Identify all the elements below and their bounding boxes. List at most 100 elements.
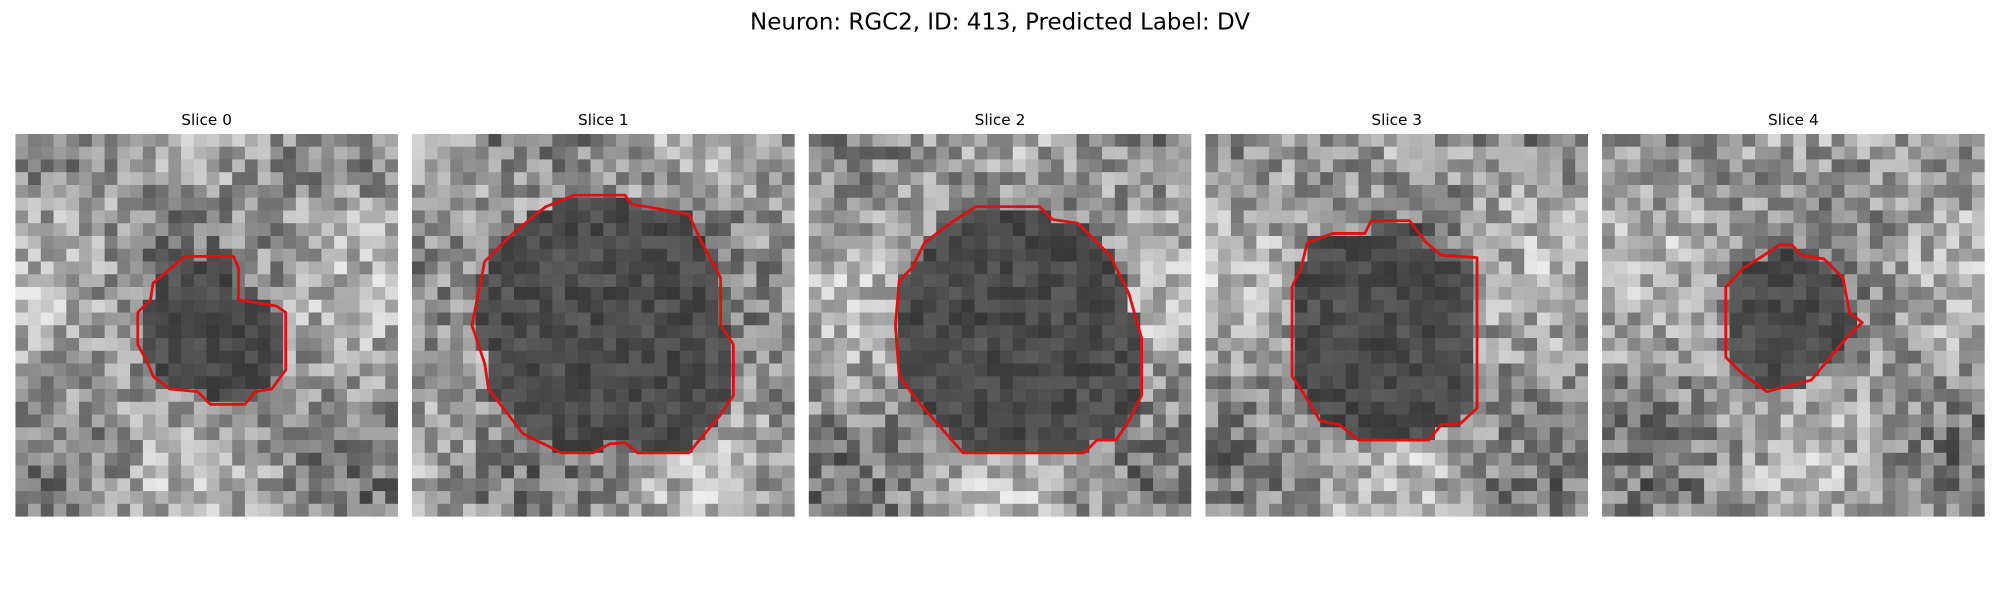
pixel bbox=[910, 363, 924, 377]
pixel bbox=[1000, 427, 1014, 441]
pixel bbox=[1767, 261, 1781, 275]
pixel bbox=[193, 312, 208, 326]
pixel bbox=[616, 197, 630, 211]
pixel bbox=[1332, 146, 1347, 160]
pixel bbox=[1178, 503, 1192, 517]
pixel bbox=[1640, 159, 1654, 173]
pixel bbox=[552, 465, 566, 479]
pixel bbox=[219, 197, 233, 211]
pixel bbox=[756, 503, 770, 517]
pixel bbox=[1396, 389, 1410, 403]
pixel bbox=[168, 503, 182, 517]
pixel bbox=[1473, 197, 1487, 211]
pixel bbox=[1780, 414, 1794, 428]
pixel bbox=[308, 363, 322, 377]
pixel bbox=[1012, 389, 1026, 403]
pixel bbox=[1920, 401, 1935, 415]
pixel bbox=[1549, 184, 1563, 199]
pixel bbox=[846, 363, 861, 377]
pixel bbox=[1089, 286, 1103, 301]
pixel bbox=[1498, 210, 1512, 224]
pixel bbox=[514, 312, 528, 326]
pixel bbox=[1422, 350, 1436, 364]
pixel bbox=[1806, 210, 1820, 224]
pixel bbox=[193, 172, 208, 186]
pixel bbox=[1869, 389, 1884, 403]
pixel bbox=[1971, 159, 1985, 173]
pixel bbox=[117, 427, 131, 441]
pixel bbox=[1831, 401, 1845, 415]
pixel bbox=[117, 223, 131, 237]
pixel bbox=[437, 286, 451, 301]
pixel bbox=[79, 210, 93, 224]
pixel bbox=[1345, 414, 1359, 428]
pixel bbox=[1294, 223, 1308, 237]
pixel bbox=[1524, 146, 1538, 160]
pixel bbox=[641, 503, 655, 517]
pixel bbox=[692, 248, 706, 262]
pixel bbox=[1653, 248, 1667, 262]
pixel bbox=[295, 299, 310, 313]
pixel bbox=[1153, 491, 1167, 505]
pixel bbox=[1371, 325, 1385, 339]
pixel bbox=[1230, 325, 1245, 339]
pixel bbox=[28, 159, 42, 173]
pixel bbox=[1729, 159, 1743, 173]
pixel bbox=[1434, 389, 1449, 403]
pixel bbox=[1959, 197, 1973, 211]
pixel bbox=[501, 223, 515, 237]
pixel bbox=[501, 389, 515, 403]
pixel bbox=[1205, 350, 1219, 364]
pixel bbox=[1575, 350, 1589, 364]
pixel bbox=[1012, 491, 1026, 505]
pixel bbox=[1665, 286, 1679, 301]
pixel bbox=[1294, 184, 1308, 199]
pixel bbox=[424, 133, 438, 148]
pixel bbox=[385, 389, 398, 403]
pixel bbox=[142, 452, 156, 466]
pixel bbox=[1051, 159, 1065, 173]
pixel bbox=[1920, 197, 1935, 211]
pixels bbox=[1602, 133, 1985, 517]
pixel bbox=[987, 478, 1001, 492]
pixel bbox=[130, 465, 144, 479]
pixel bbox=[1614, 223, 1628, 237]
pixel bbox=[1320, 184, 1334, 199]
pixel bbox=[1025, 452, 1039, 466]
pixel bbox=[270, 274, 284, 288]
pixel bbox=[603, 363, 617, 377]
pixel bbox=[1409, 363, 1423, 377]
pixel bbox=[437, 363, 451, 377]
pixel bbox=[450, 401, 464, 415]
pixel bbox=[616, 350, 630, 364]
pixel bbox=[961, 223, 975, 237]
pixel bbox=[359, 465, 373, 479]
pixel bbox=[846, 274, 861, 288]
pixel bbox=[1114, 414, 1128, 428]
pixel bbox=[628, 465, 642, 479]
pixel bbox=[667, 363, 681, 377]
pixel bbox=[654, 414, 668, 428]
pixel bbox=[1665, 248, 1679, 262]
pixel bbox=[1485, 401, 1500, 415]
pixel bbox=[1332, 299, 1347, 313]
pixel bbox=[1933, 452, 1947, 466]
pixel bbox=[616, 338, 630, 352]
pixel bbox=[1602, 286, 1616, 301]
pixel bbox=[372, 478, 386, 492]
pixel bbox=[1332, 197, 1347, 211]
pixel bbox=[552, 299, 566, 313]
pixel bbox=[1971, 261, 1985, 275]
pixel bbox=[411, 274, 426, 288]
pixel bbox=[270, 452, 284, 466]
pixel bbox=[897, 338, 912, 352]
pixel bbox=[1256, 350, 1270, 364]
pixel bbox=[1269, 363, 1283, 377]
pixel bbox=[1536, 159, 1551, 173]
pixel bbox=[1089, 172, 1103, 186]
pixel bbox=[1549, 312, 1563, 326]
pixel bbox=[808, 159, 822, 173]
pixel bbox=[1716, 248, 1730, 262]
pixel bbox=[1742, 286, 1756, 301]
pixel bbox=[1818, 274, 1833, 288]
